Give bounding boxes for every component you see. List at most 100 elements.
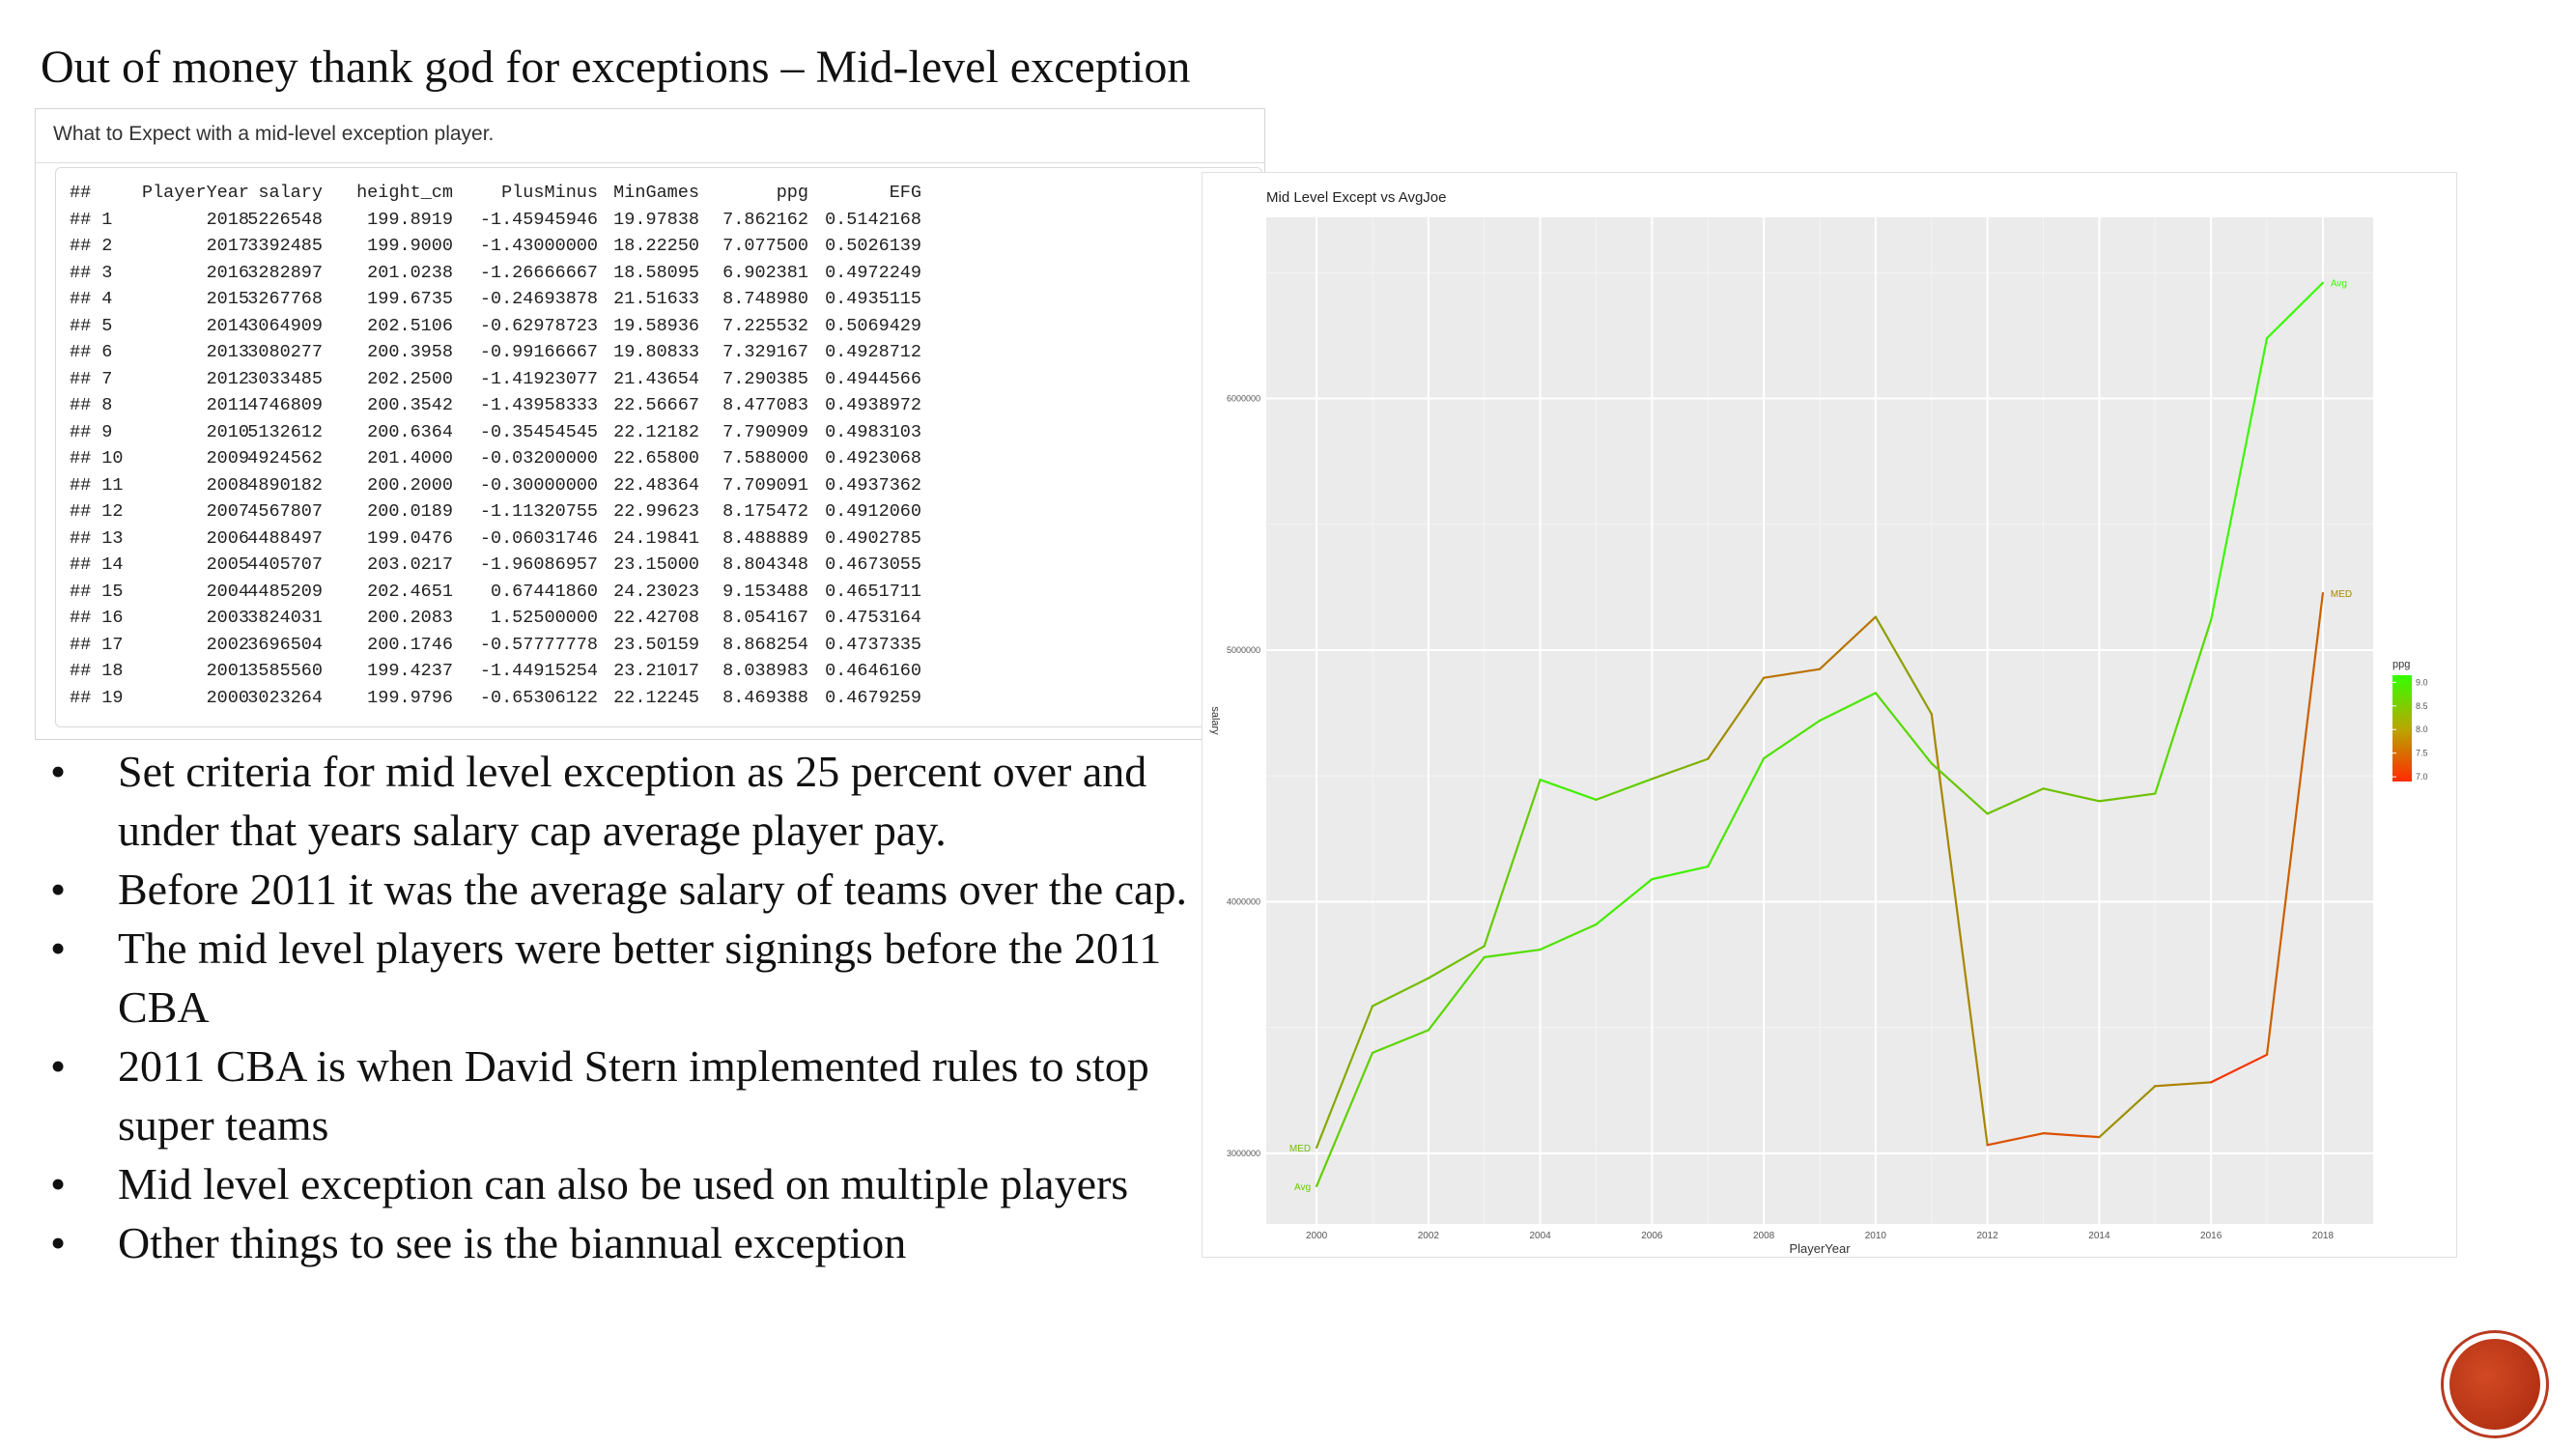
data-frame-output: ## PlayerYear salary height_cm PlusMinus MinG… — [70, 180, 939, 711]
bullet-item: • 2011 CBA is when David Stern implemente… — [50, 1037, 1209, 1154]
table-cell: -0.65306122 — [479, 687, 598, 708]
table-cell: 0.5142168 — [825, 209, 921, 230]
table-cell: 4488497 — [247, 527, 323, 549]
table-cell: salary — [258, 183, 323, 203]
series-line-segment-avg — [2210, 336, 2269, 621]
table-cell: -1.41923077 — [479, 368, 598, 389]
row-label: ## 19 — [70, 687, 124, 708]
table-cell: 22.48364 — [613, 474, 699, 496]
table-row: ## 10 2009 4924562 201.4000 -0.03200000 22.65… — [70, 445, 939, 472]
legend-tick-label: 8.5 — [2416, 701, 2428, 711]
table-cell: 4485209 — [247, 581, 323, 602]
table-cell: 0.4937362 — [825, 474, 921, 496]
table-cell: 2008 — [206, 474, 249, 496]
series-end-label: MED — [2331, 589, 2352, 600]
table-cell: -0.62978723 — [479, 315, 598, 336]
table-cell: MinGames — [613, 183, 699, 203]
table-cell: 0.5069429 — [825, 315, 921, 336]
table-cell: 8.488889 — [722, 527, 808, 549]
table-cell: -0.57777778 — [479, 634, 598, 655]
table-cell: 2004 — [206, 581, 249, 602]
row-label: ## — [70, 183, 92, 203]
series-line-segment-med — [1986, 1132, 2045, 1147]
table-cell: 21.43654 — [613, 368, 699, 389]
table-cell: -0.30000000 — [479, 474, 598, 496]
y-tick-label: 3000000 — [1227, 1149, 1260, 1158]
bullet-text: Set criteria for mid level exception as … — [118, 747, 1147, 855]
x-axis-label: PlayerYear — [1789, 1241, 1851, 1256]
bullet-item: • Mid level exception can also be used on… — [50, 1154, 1209, 1213]
table-cell: -0.03200000 — [479, 448, 598, 469]
table-cell: -0.99166667 — [479, 342, 598, 362]
table-cell: 200.1746 — [367, 634, 453, 655]
table-cell: 23.50159 — [613, 634, 699, 655]
x-tick-label: 2010 — [1865, 1231, 1887, 1241]
series-line-segment-avg — [1371, 1029, 1430, 1054]
table-cell: 199.9796 — [367, 687, 453, 708]
table-cell: 7.329167 — [722, 342, 808, 362]
table-cell: 18.22250 — [613, 236, 699, 256]
table-cell: 5226548 — [247, 209, 323, 230]
bullet-text: Mid level exception can also be used on … — [118, 1159, 1129, 1208]
table-cell: 0.4651711 — [825, 581, 921, 602]
series-line-segment-med — [1651, 757, 1710, 781]
table-cell: 2003 — [206, 608, 249, 628]
table-cell: 3824031 — [247, 608, 323, 628]
x-tick-label: 2018 — [2312, 1231, 2335, 1241]
table-cell: 2017 — [206, 236, 249, 256]
table-cell: 2014 — [206, 315, 249, 336]
chart-frame: Mid Level Except vs AvgJoe 3000000 4000000… — [1202, 172, 2457, 1258]
series-line-segment-med — [1818, 615, 1877, 670]
table-cell: EFG — [889, 183, 921, 203]
table-cell: -1.43000000 — [479, 236, 598, 256]
table-cell: 7.077500 — [722, 236, 808, 256]
series-line-segment-avg — [1651, 865, 1710, 881]
table-cell: 0.4902785 — [825, 527, 921, 549]
output-caption: What to Expect with a mid-level exceptio… — [53, 123, 495, 145]
table-row: ## 5 2014 3064909 202.5106 -0.62978723 19.589… — [70, 313, 939, 340]
table-cell: 0.4928712 — [825, 342, 921, 362]
table-cell: 4405707 — [247, 554, 323, 575]
table-cell: 200.0189 — [367, 501, 453, 522]
table-cell: 199.6735 — [367, 289, 453, 309]
row-label: ## 10 — [70, 448, 124, 469]
bullet-item: • Other things to see is the biannual exc… — [50, 1213, 1209, 1272]
table-cell: -1.26666667 — [479, 262, 598, 283]
table-cell: 19.97838 — [613, 209, 699, 230]
table-cell: ppg — [776, 183, 808, 203]
row-label: ## 15 — [70, 581, 124, 602]
series-start-label: Avg — [1294, 1182, 1311, 1193]
series-line-segment-med — [1483, 779, 1542, 948]
table-cell: 2005 — [206, 554, 249, 575]
table-cell: 2001 — [206, 661, 249, 681]
row-label: ## 3 — [70, 262, 113, 283]
r-output-panel: What to Expect with a mid-level exceptio… — [35, 108, 1265, 740]
table-cell: 2007 — [206, 501, 249, 522]
table-cell: 3267768 — [247, 289, 323, 309]
table-cell: 200.2000 — [367, 474, 453, 496]
bullet-text: Before 2011 it was the average salary of… — [118, 865, 1187, 914]
table-cell: 0.4673055 — [825, 554, 921, 575]
table-row: ## 16 2003 3824031 200.2083 1.52500000 22.427… — [70, 605, 939, 632]
table-cell: 3585560 — [247, 661, 323, 681]
table-cell: 2016 — [206, 262, 249, 283]
chart-title: Mid Level Except vs AvgJoe — [1266, 189, 1447, 206]
table-cell: 3696504 — [247, 634, 323, 655]
table-cell: 199.8919 — [367, 209, 453, 230]
series-line-segment-avg — [1315, 1051, 1374, 1188]
table-cell: 199.0476 — [367, 527, 453, 549]
table-cell: 0.4923068 — [825, 448, 921, 469]
logo-badge — [2444, 1333, 2546, 1435]
legend-colorbar — [2392, 675, 2412, 781]
table-cell: 0.4944566 — [825, 368, 921, 389]
table-cell: 6.902381 — [722, 262, 808, 283]
table-cell: 200.2083 — [367, 608, 453, 628]
table-cell: 200.6364 — [367, 421, 453, 442]
table-cell: PlusMinus — [501, 183, 598, 203]
x-tick-label: 2014 — [2088, 1231, 2110, 1241]
table-row: ## 15 2004 4485209 202.4651 0.67441860 24.230… — [70, 579, 939, 606]
table-cell: 23.15000 — [613, 554, 699, 575]
table-cell: 0.4912060 — [825, 501, 921, 522]
table-cell: 203.0217 — [367, 554, 453, 575]
y-tick-label: 6000000 — [1227, 394, 1260, 404]
